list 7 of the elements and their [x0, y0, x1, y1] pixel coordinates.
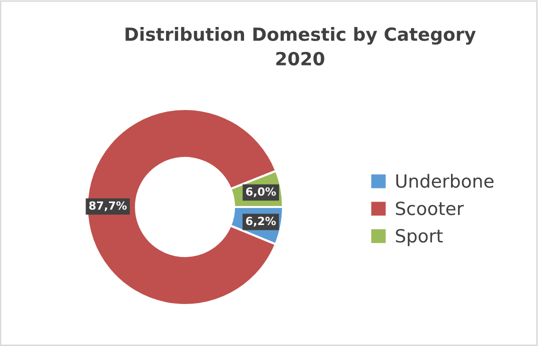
data-label: 6,2%: [246, 216, 276, 227]
legend-label: Underbone: [396, 174, 494, 188]
chart-title: Distribution Domestic by Category 2020: [126, 27, 476, 66]
data-label: 6,0%: [246, 187, 276, 198]
legend-label: Scooter: [396, 202, 464, 216]
data-label: 87,7%: [89, 201, 127, 212]
legend-label: Sport: [396, 228, 443, 246]
